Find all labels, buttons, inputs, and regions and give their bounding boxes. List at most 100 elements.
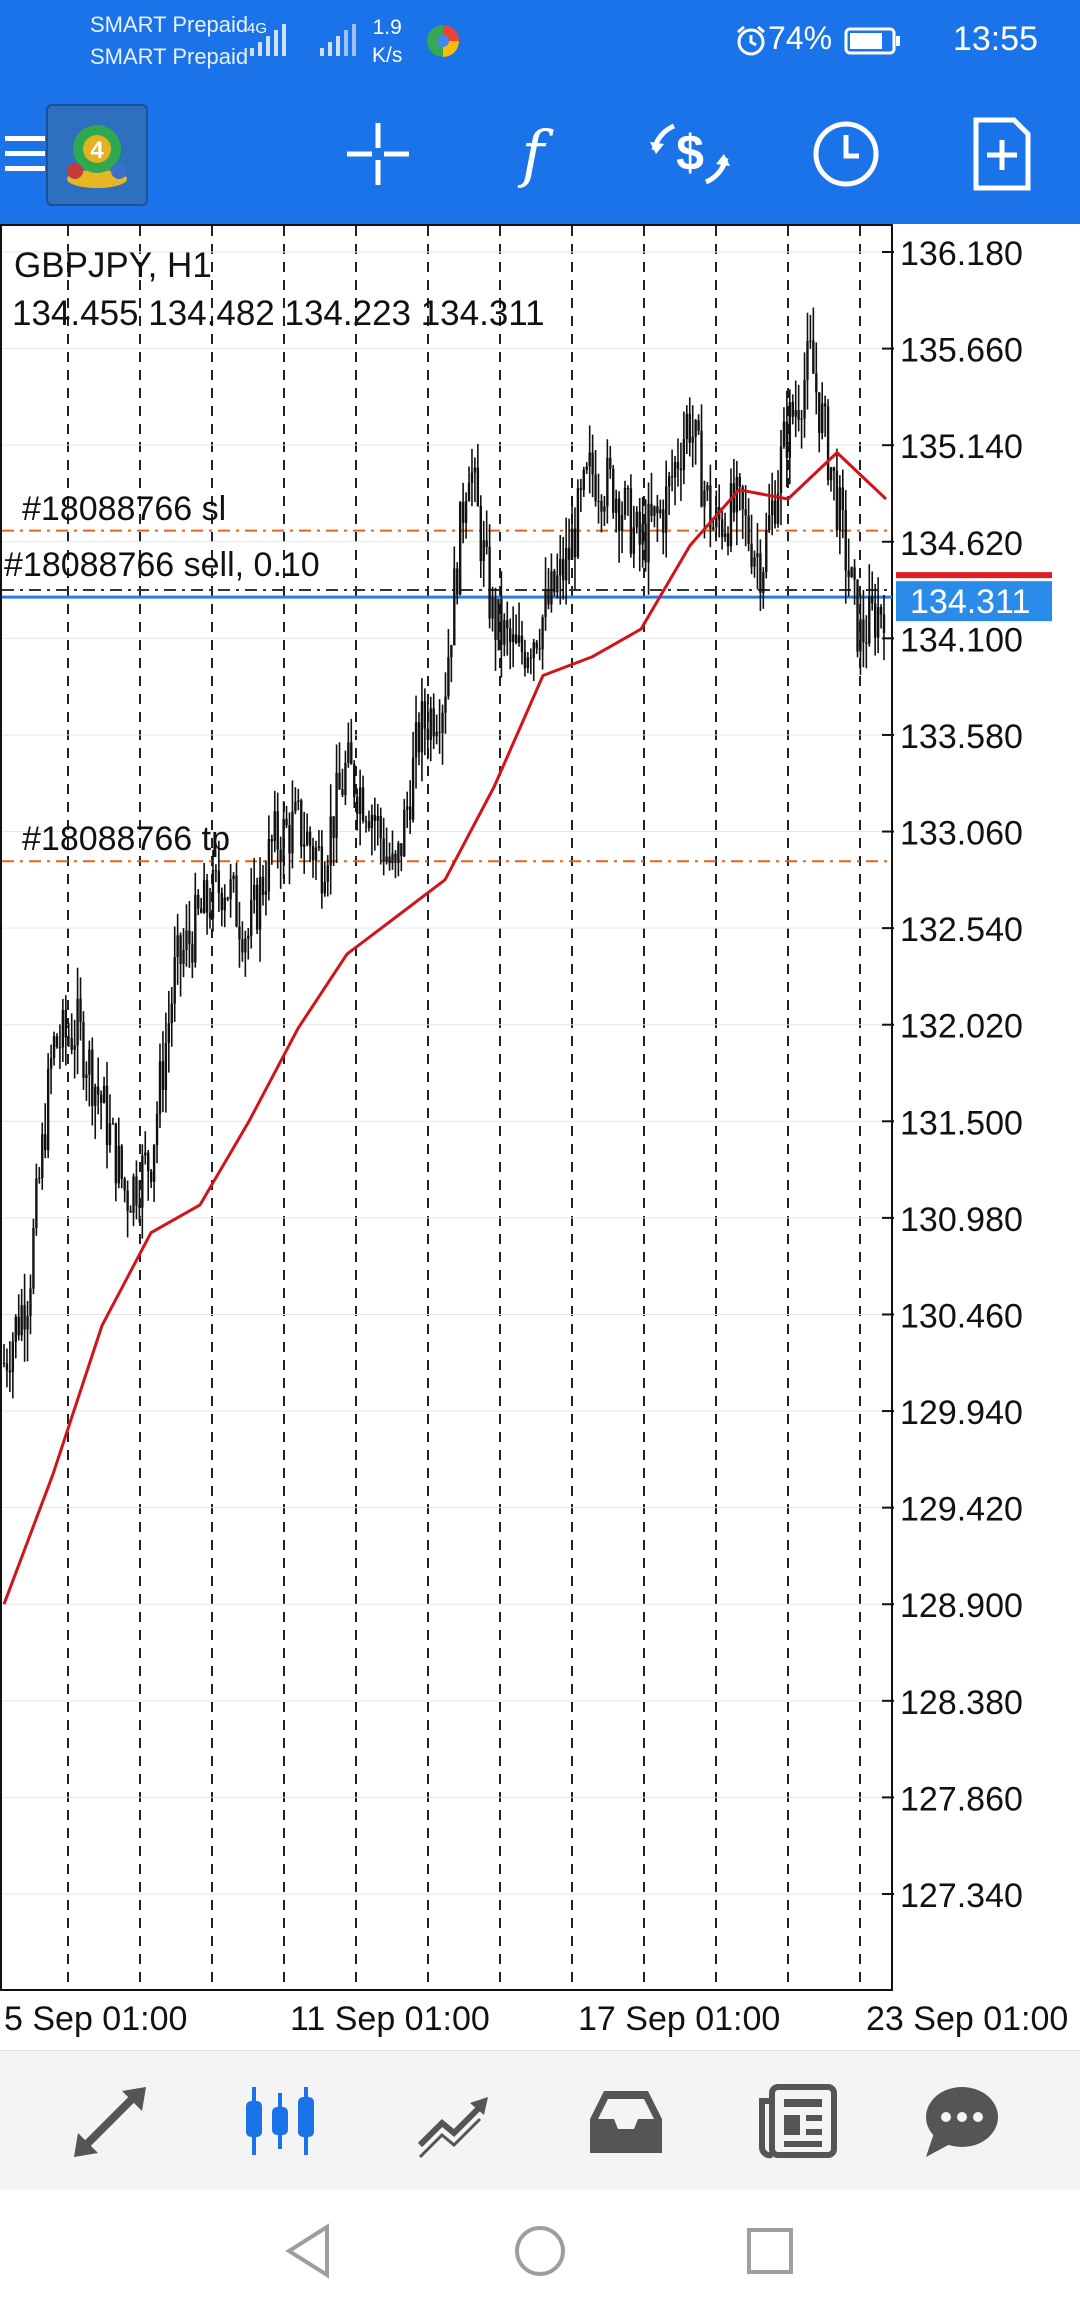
crosshair-button[interactable] xyxy=(328,104,428,204)
candle-body xyxy=(841,487,844,510)
candle-body xyxy=(202,880,206,913)
timeframe-button[interactable] xyxy=(796,104,896,204)
svg-text:4: 4 xyxy=(90,137,104,164)
candle-body xyxy=(44,1134,47,1151)
candle-body xyxy=(132,1176,135,1213)
candle-body xyxy=(576,488,580,558)
candle-body xyxy=(794,410,797,417)
candle-body xyxy=(11,1341,15,1373)
trade-button[interactable]: $ xyxy=(640,104,740,204)
price-chart[interactable]: 136.180 135.660 135.140 134.620 134.100 133.5… xyxy=(0,224,1080,2050)
date-tick-label: 17 Sep 01:00 xyxy=(578,2000,780,2038)
candle-body xyxy=(326,865,329,883)
candle-body xyxy=(14,1316,17,1342)
metatrader4-logo[interactable]: 4 xyxy=(46,104,148,206)
candle-body xyxy=(138,1205,141,1208)
app-notification-icon xyxy=(427,25,459,57)
svg-text:f: f xyxy=(518,119,555,189)
candle-body xyxy=(447,657,450,697)
candle-body xyxy=(217,870,221,894)
candle-body xyxy=(673,462,677,478)
candle-body xyxy=(723,533,727,538)
candle-body xyxy=(111,1123,115,1125)
candle-body xyxy=(185,930,188,950)
candle-body xyxy=(688,413,691,443)
candle-body xyxy=(417,722,421,753)
price-tick-label: 130.460 xyxy=(900,1297,1023,1335)
candle-body xyxy=(311,845,315,861)
candle-body xyxy=(809,340,812,342)
candle-body xyxy=(873,603,877,638)
candle-body xyxy=(270,839,274,842)
current-price-label: 134.311 xyxy=(910,583,1030,621)
candle-body xyxy=(818,392,821,434)
menu-button[interactable] xyxy=(0,104,70,204)
candle-body xyxy=(464,500,468,523)
candle-body xyxy=(49,1058,53,1069)
candle-body xyxy=(862,619,865,643)
new-order-button[interactable] xyxy=(952,104,1052,204)
indicators-button[interactable]: f xyxy=(483,104,583,204)
stop-loss-label[interactable]: #18088766 sl xyxy=(22,490,227,528)
nav-history[interactable] xyxy=(576,2079,676,2163)
candle-body xyxy=(85,1074,88,1078)
candle-body xyxy=(768,515,771,530)
candle-body xyxy=(879,607,883,615)
home-button[interactable] xyxy=(500,2216,580,2286)
chart-symbol: GBPJPY, H1 xyxy=(14,246,212,285)
candle-body xyxy=(706,485,709,491)
candle-body xyxy=(806,341,809,380)
candle-body xyxy=(370,814,374,829)
toolbar: 4 f $ xyxy=(0,82,1080,224)
candle-body xyxy=(108,1123,112,1146)
nav-quotes[interactable] xyxy=(60,2079,160,2163)
candle-body xyxy=(149,1171,153,1182)
nav-news[interactable] xyxy=(748,2079,848,2163)
candle-body xyxy=(759,553,762,593)
indicators-icon: f xyxy=(518,119,555,189)
signal-icon xyxy=(250,24,286,56)
price-tick-label: 133.580 xyxy=(900,718,1023,756)
candle-body xyxy=(838,487,842,531)
candle-body xyxy=(376,815,379,821)
price-tick-label: 127.860 xyxy=(900,1780,1023,1818)
candle-body xyxy=(697,420,700,431)
candle-body xyxy=(832,467,836,471)
candle-body xyxy=(335,772,338,838)
candle-body xyxy=(511,634,515,643)
candle-body xyxy=(420,701,424,753)
candle-body xyxy=(779,446,783,494)
candle-body xyxy=(391,853,394,864)
menu-icon xyxy=(5,136,45,171)
candle-body xyxy=(382,838,385,861)
candle-body xyxy=(99,1094,103,1103)
candle-body xyxy=(199,908,203,913)
back-button[interactable] xyxy=(268,2216,348,2286)
candle-body xyxy=(812,340,815,374)
candle-body xyxy=(797,410,800,420)
price-tick-label: 135.140 xyxy=(900,428,1023,466)
price-tick-label: 136.180 xyxy=(900,235,1023,273)
candle-body xyxy=(308,831,312,846)
candle-body xyxy=(653,506,656,516)
chat-icon xyxy=(926,2087,998,2157)
sell-order-label[interactable]: #18088766 sell, 0.10 xyxy=(4,546,320,584)
candle-body xyxy=(41,1134,44,1178)
candle-body xyxy=(850,567,853,577)
candle-body xyxy=(252,884,256,900)
candle-body xyxy=(732,483,736,513)
take-profit-label[interactable]: #18088766 tp xyxy=(22,820,230,858)
nav-chart[interactable] xyxy=(230,2079,330,2163)
recents-button[interactable] xyxy=(730,2216,810,2286)
candle-body xyxy=(188,930,191,944)
candle-body xyxy=(729,483,733,547)
candle-body xyxy=(656,506,659,514)
candle-body xyxy=(288,825,291,854)
nav-trade[interactable] xyxy=(404,2079,504,2163)
candle-body xyxy=(338,772,341,790)
chart-canvas[interactable]: 136.180 135.660 135.140 134.620 134.100 133.5… xyxy=(0,224,1080,2050)
nav-chat[interactable] xyxy=(910,2079,1010,2163)
signal-icon xyxy=(320,24,356,56)
home-icon xyxy=(515,2226,565,2276)
candle-body xyxy=(388,856,391,864)
